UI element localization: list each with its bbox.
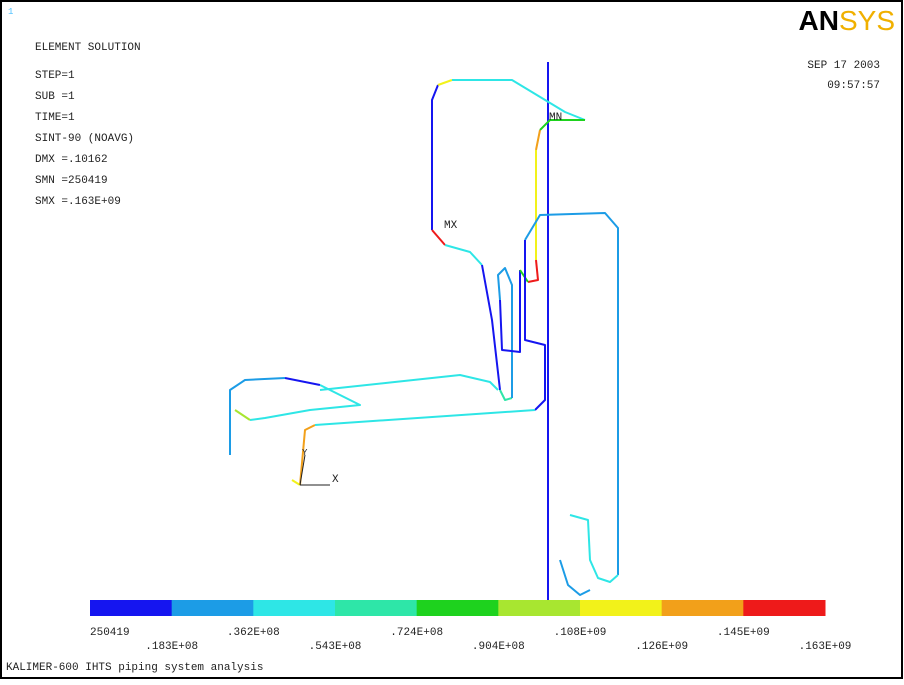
logo-light: SYS	[839, 5, 895, 36]
header-line: TIME=1	[35, 112, 75, 124]
time: 09:57:57	[827, 80, 880, 92]
logo-bold: AN	[799, 5, 839, 36]
legend-swatch	[580, 600, 662, 616]
legend-swatch	[662, 600, 744, 616]
legend-swatch	[335, 600, 417, 616]
window-number: 1	[8, 7, 13, 17]
frame	[1, 1, 902, 678]
legend-swatch	[253, 600, 335, 616]
header-line: SMN =250419	[35, 175, 108, 187]
header-line: SUB =1	[35, 91, 75, 103]
date: SEP 17 2003	[807, 60, 880, 72]
caption: KALIMER-600 IHTS piping system analysis	[6, 662, 263, 674]
logo: ANSYS	[799, 5, 895, 36]
legend-label: .543E+08	[309, 641, 362, 653]
header-line: SMX =.163E+09	[35, 196, 121, 208]
legend-label: .904E+08	[472, 641, 525, 653]
ansys-plot: 1 ELEMENT SOLUTION STEP=1 SUB =1 TIME=1 SIN…	[0, 0, 904, 680]
header-title: ELEMENT SOLUTION	[35, 42, 141, 54]
legend-swatch	[172, 600, 254, 616]
legend-label: .724E+08	[390, 627, 443, 639]
max-marker: MX	[444, 220, 458, 232]
legend-label: .183E+08	[145, 641, 198, 653]
legend-label: .108E+09	[554, 627, 607, 639]
legend-swatch	[743, 600, 825, 616]
legend-label: 250419	[90, 627, 130, 639]
legend-swatch	[90, 600, 172, 616]
legend-label: .163E+09	[799, 641, 852, 653]
axis-x-label: X	[332, 474, 339, 486]
legend-label: .145E+09	[717, 627, 770, 639]
page: 1 ELEMENT SOLUTION STEP=1 SUB =1 TIME=1 SIN…	[0, 0, 904, 685]
header-line: STEP=1	[35, 70, 75, 82]
legend-label: .362E+08	[227, 627, 280, 639]
legend-swatch	[417, 600, 499, 616]
min-marker: MN	[549, 112, 562, 124]
legend-swatch	[498, 600, 580, 616]
header-line: DMX =.10162	[35, 154, 108, 166]
legend-label: .126E+09	[635, 641, 688, 653]
header-line: SINT-90 (NOAVG)	[35, 133, 134, 145]
axis-y-label: Y	[302, 448, 308, 458]
